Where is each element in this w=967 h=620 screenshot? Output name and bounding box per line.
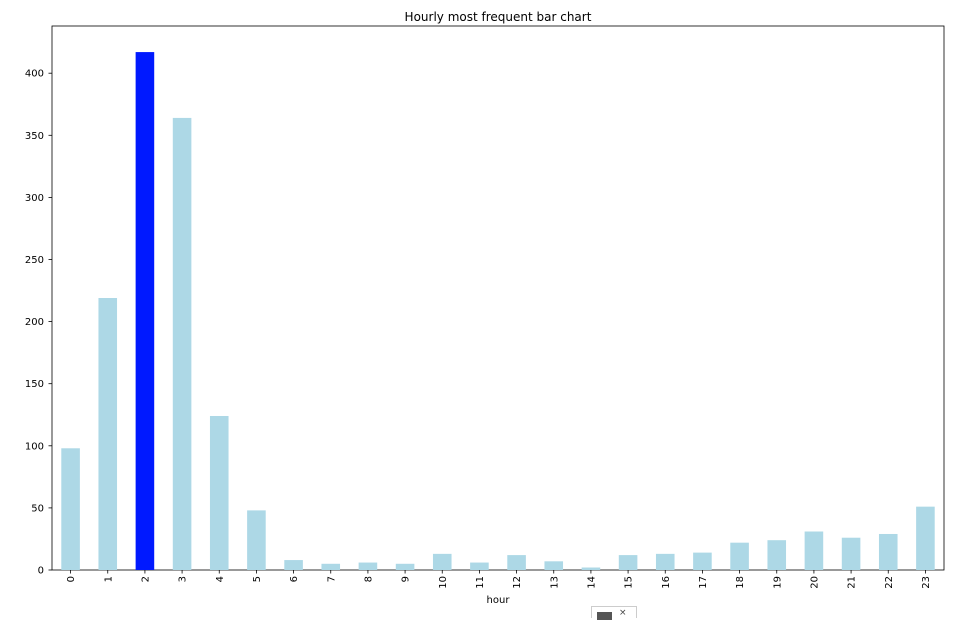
x-tick-label: 21	[847, 576, 858, 589]
x-tick-label: 17	[698, 576, 709, 589]
bar-hour-6	[284, 560, 303, 570]
x-tick-label: 1	[103, 576, 114, 582]
x-tick-label: 7	[326, 576, 337, 582]
bar-hour-1	[98, 298, 118, 570]
bar-hour-4	[209, 415, 229, 570]
y-tick-label: 50	[31, 503, 44, 514]
bar-hour-11	[470, 562, 489, 570]
bar-hour-22	[878, 533, 898, 570]
y-tick-label: 100	[25, 441, 44, 452]
bar-hour-18	[730, 542, 749, 570]
bar-hour-13	[544, 561, 564, 570]
bar-hour-8	[358, 562, 378, 570]
x-tick-label: 10	[438, 576, 449, 589]
x-tick-label: 18	[735, 576, 746, 589]
bar-hour-15	[618, 555, 638, 570]
x-tick-label: 20	[809, 576, 820, 589]
bar-hour-19	[767, 540, 787, 570]
legend-entry-label: ×	[619, 608, 627, 618]
x-tick-label: 14	[586, 576, 597, 589]
bar-hour-3	[172, 117, 192, 570]
y-tick-label: 250	[25, 255, 44, 266]
bar-hour-17	[693, 552, 712, 570]
x-tick-label: 13	[549, 576, 560, 589]
y-tick-label: 0	[38, 566, 44, 577]
x-tick-label: 19	[772, 576, 783, 589]
x-axis: 0 1 2 3 4 5 6 7 8 9 10 11 12 13 14 15 16 17 18 19 20 21 22 23	[66, 570, 932, 589]
bar-hour-10	[432, 553, 452, 570]
legend-swatch	[597, 612, 612, 620]
plot-area-frame	[51, 25, 945, 571]
y-axis: 0 50 100 150 200 250 300 350 400	[25, 69, 52, 577]
x-tick-label: 5	[252, 576, 263, 582]
bar-hour-5	[247, 510, 266, 570]
bar-hour-16	[655, 553, 675, 570]
x-axis-label: hour	[487, 595, 511, 606]
chart-title: Hourly most frequent bar chart	[405, 10, 592, 24]
y-tick-label: 200	[25, 317, 44, 328]
x-tick-label: 2	[140, 576, 151, 582]
bar-hour-7	[321, 563, 341, 570]
y-tick-label: 400	[25, 69, 44, 80]
x-tick-label: 8	[363, 576, 374, 582]
x-tick-label: 6	[289, 576, 300, 582]
y-tick-label: 350	[25, 131, 44, 142]
bars-group	[61, 52, 935, 570]
bar-hour-14	[581, 567, 601, 570]
x-tick-label: 0	[66, 576, 77, 582]
x-tick-label: 12	[512, 576, 523, 589]
bar-hour-0	[61, 448, 80, 570]
bar-hour-23	[916, 506, 935, 570]
bar-hour-9	[395, 563, 415, 570]
x-tick-label: 16	[661, 576, 672, 589]
bar-hour-21	[841, 537, 861, 570]
legend-fragment: ×	[591, 606, 637, 620]
x-tick-label: 3	[178, 576, 189, 582]
y-tick-label: 300	[25, 193, 44, 204]
bar-hour-2	[135, 52, 155, 570]
x-tick-label: 15	[624, 576, 635, 589]
y-tick-label: 150	[25, 379, 44, 390]
x-tick-label: 9	[401, 576, 412, 582]
bar-hour-12	[507, 555, 526, 570]
x-tick-label: 23	[921, 576, 932, 589]
x-tick-label: 4	[215, 576, 226, 582]
x-tick-label: 22	[884, 576, 895, 589]
x-tick-label: 11	[475, 576, 486, 589]
bar-hour-20	[804, 531, 824, 570]
